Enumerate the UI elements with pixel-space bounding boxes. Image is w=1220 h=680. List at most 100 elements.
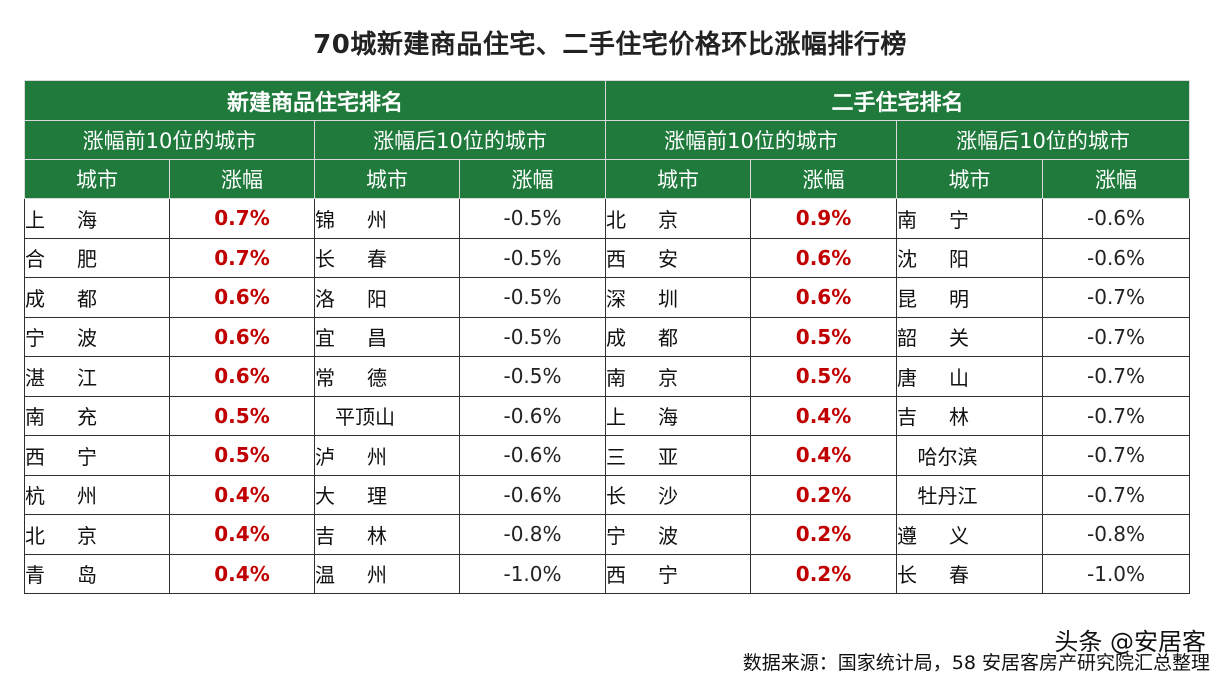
city-cell: 西宁 [605, 553, 752, 594]
column-header-change: 涨幅 [458, 159, 607, 199]
change-value: -0.6% [458, 435, 607, 476]
change-value: 0.2% [750, 514, 898, 555]
city-name: 牡丹江 [917, 484, 978, 509]
change-value: -0.5% [458, 277, 607, 318]
city-cell: 湛江 [24, 356, 170, 397]
city-name: 上海 [25, 207, 98, 232]
city-cell: 牡丹江 [896, 474, 1044, 515]
column-header-city: 城市 [605, 159, 752, 199]
city-cell: 成都 [24, 277, 170, 318]
city-cell: 唐山 [896, 356, 1044, 397]
change-value: 0.6% [169, 316, 315, 357]
group-header: 涨幅后10位的城市 [313, 120, 607, 160]
city-cell: 长沙 [605, 474, 752, 515]
city-cell: 西宁 [24, 435, 170, 476]
change-value: -0.5% [458, 356, 607, 397]
change-value: 0.7% [169, 198, 315, 239]
city-name: 宜昌 [315, 326, 388, 351]
city-name: 杭州 [25, 484, 98, 509]
city-name: 南宁 [897, 207, 970, 232]
city-name: 洛阳 [315, 286, 388, 311]
city-cell: 吉林 [896, 395, 1044, 436]
city-name: 哈尔滨 [917, 444, 978, 469]
change-value: -0.8% [458, 514, 607, 555]
change-value: 0.4% [750, 395, 898, 436]
change-value: -0.5% [458, 316, 607, 357]
city-name: 成都 [25, 286, 98, 311]
city-name: 合肥 [25, 247, 98, 272]
change-value: -0.7% [1042, 395, 1191, 436]
group-header: 涨幅后10位的城市 [896, 120, 1191, 160]
change-value: 0.5% [169, 435, 315, 476]
change-value: 0.5% [169, 395, 315, 436]
city-name: 温州 [315, 563, 388, 588]
change-value: -0.5% [458, 198, 607, 239]
data-source-note: 数据来源：国家统计局，58 安居客房产研究院汇总整理 [742, 652, 1210, 674]
table-row: 湛江 0.6% 常德 -0.5% 南京 0.5% 唐山 -0.7% [24, 356, 1191, 397]
city-name: 平顶山 [335, 405, 395, 430]
city-name: 唐山 [897, 365, 970, 390]
city-name: 遵义 [897, 523, 970, 548]
change-value: 0.6% [169, 277, 315, 318]
city-name: 西安 [606, 247, 679, 272]
ranking-table-body: 上海 0.7% 锦州 -0.5% 北京 0.9% 南宁 -0.6% 合肥 0.7% 长春 -0.5% 西… [24, 198, 1191, 594]
city-name: 长沙 [606, 484, 679, 509]
city-cell: 深圳 [605, 277, 752, 318]
city-cell: 吉林 [314, 514, 460, 555]
ranking-table: 新建商品住宅排名 二手住宅排名 涨幅前10位的城市 涨幅后10位的城市 涨幅前1… [23, 80, 1191, 594]
city-name: 韶关 [897, 326, 970, 351]
change-value: -0.6% [458, 395, 607, 436]
page-title: 70城新建商品住宅、二手住宅价格环比涨幅排行榜 [313, 30, 907, 60]
city-name: 宁波 [25, 326, 98, 351]
city-cell: 宁波 [24, 316, 170, 357]
change-value: 0.2% [750, 553, 898, 594]
city-cell: 宜昌 [314, 316, 460, 357]
city-name: 长春 [897, 563, 970, 588]
watermark: 头条 @安居客 [1054, 628, 1206, 656]
change-value: 0.2% [750, 474, 898, 515]
table-row: 西宁 0.5% 泸州 -0.6% 三亚 0.4% 哈尔滨 -0.7% [24, 435, 1191, 476]
city-cell: 北京 [605, 198, 752, 239]
city-cell: 泸州 [314, 435, 460, 476]
city-name: 沈阳 [897, 247, 970, 272]
table-row: 宁波 0.6% 宜昌 -0.5% 成都 0.5% 韶关 -0.7% [24, 316, 1191, 357]
column-header-change: 涨幅 [750, 159, 898, 199]
group-header: 涨幅前10位的城市 [24, 120, 315, 160]
change-value: -0.5% [458, 237, 607, 278]
city-name: 南充 [25, 405, 98, 430]
city-cell: 上海 [605, 395, 752, 436]
table-row: 青岛 0.4% 温州 -1.0% 西宁 0.2% 长春 -1.0% [24, 553, 1191, 594]
column-header-change: 涨幅 [1042, 159, 1191, 199]
section-header-resale-homes: 二手住宅排名 [605, 80, 1191, 121]
city-name: 南京 [606, 365, 679, 390]
table-row: 北京 0.4% 吉林 -0.8% 宁波 0.2% 遵义 -0.8% [24, 514, 1191, 555]
city-name: 深圳 [606, 286, 679, 311]
change-value: 0.6% [750, 277, 898, 318]
city-cell: 长春 [896, 553, 1044, 594]
city-name: 三亚 [606, 444, 679, 469]
city-name: 吉林 [315, 523, 388, 548]
change-value: -1.0% [458, 553, 607, 594]
city-cell: 北京 [24, 514, 170, 555]
change-value: 0.6% [750, 237, 898, 278]
city-name: 湛江 [25, 365, 98, 390]
city-cell: 合肥 [24, 237, 170, 278]
change-value: -0.8% [1042, 514, 1191, 555]
table-row: 南充 0.5% 平顶山 -0.6% 上海 0.4% 吉林 -0.7% [24, 395, 1191, 436]
city-name: 西宁 [606, 563, 679, 588]
city-name: 青岛 [25, 563, 98, 588]
city-name: 长春 [315, 247, 388, 272]
change-value: 0.9% [750, 198, 898, 239]
change-value: -0.6% [1042, 237, 1191, 278]
change-value: 0.4% [750, 435, 898, 476]
table-row: 成都 0.6% 洛阳 -0.5% 深圳 0.6% 昆明 -0.7% [24, 277, 1191, 318]
change-value: 0.4% [169, 553, 315, 594]
change-value: -0.7% [1042, 277, 1191, 318]
city-cell: 西安 [605, 237, 752, 278]
city-cell: 南充 [24, 395, 170, 436]
change-value: -0.6% [458, 474, 607, 515]
city-name: 宁波 [606, 523, 679, 548]
column-header-city: 城市 [314, 159, 460, 199]
city-cell: 平顶山 [314, 395, 460, 436]
change-value: 0.7% [169, 237, 315, 278]
